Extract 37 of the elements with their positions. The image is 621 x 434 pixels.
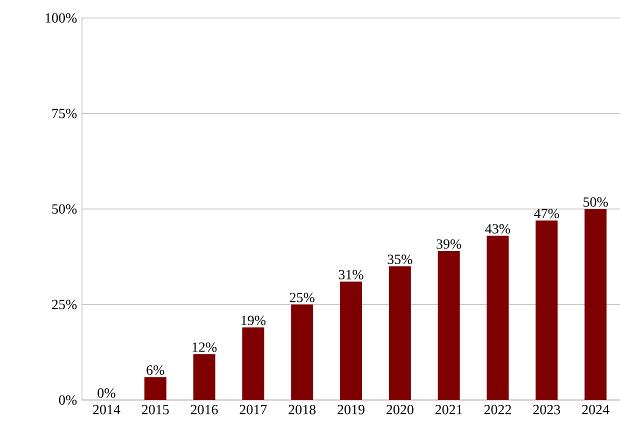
data-label: 39%: [436, 239, 462, 249]
data-label: 31%: [338, 270, 364, 280]
x-tick-label: 2023: [533, 404, 560, 414]
data-label: 12%: [192, 342, 217, 352]
data-label: 47%: [534, 208, 559, 218]
x-tick-label: 2019: [338, 404, 364, 414]
data-label: 6%: [146, 365, 164, 375]
x-tick-label: 2015: [142, 404, 169, 414]
y-tick-label: 75%: [52, 108, 77, 118]
y-tick-label: 25%: [52, 300, 77, 310]
data-label: 25%: [290, 292, 314, 302]
bar: [291, 304, 314, 400]
bar: [536, 220, 558, 400]
data-label: 0%: [98, 388, 116, 398]
bar: [340, 282, 362, 400]
x-tick-label: 2017: [240, 404, 267, 414]
bar: [486, 236, 509, 400]
x-tick-label: 2018: [288, 404, 316, 414]
x-tick-label: 2020: [386, 404, 414, 414]
data-label: 35%: [388, 254, 412, 264]
x-tick-label: 2022: [484, 404, 511, 414]
bar: [144, 377, 166, 400]
y-tick-label: 0%: [59, 395, 77, 405]
bar: [388, 266, 411, 400]
data-label: 43%: [485, 224, 510, 234]
bar: [584, 208, 607, 400]
x-tick-label: 2014: [93, 404, 120, 414]
y-tick-label: 50%: [52, 204, 77, 214]
bar: [438, 251, 460, 400]
x-tick-label: 2024: [582, 404, 610, 414]
x-tick-label: 2021: [435, 404, 462, 414]
y-tick-label: 100%: [46, 13, 77, 23]
bar: [242, 327, 264, 400]
x-tick-label: 2016: [190, 404, 218, 414]
bar: [193, 354, 216, 400]
data-label: 19%: [242, 316, 266, 326]
data-label: 50%: [584, 197, 608, 207]
